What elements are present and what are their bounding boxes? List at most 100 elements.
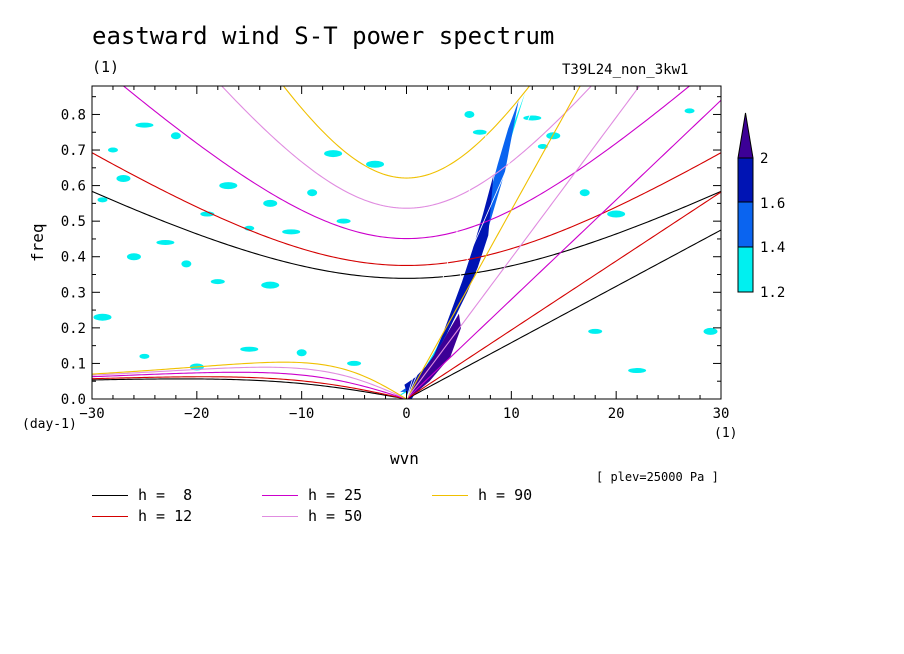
contour-patch bbox=[97, 197, 108, 203]
contour-patch bbox=[307, 189, 318, 197]
x-tick-label: 0 bbox=[402, 406, 410, 422]
contour-patch bbox=[336, 218, 351, 224]
contour-patch bbox=[472, 129, 487, 135]
contour-patch bbox=[210, 279, 225, 285]
y-tick-label: 0.2 bbox=[61, 321, 86, 337]
rossby-curve bbox=[92, 371, 407, 399]
contour-patch bbox=[347, 360, 362, 366]
contour-patch bbox=[181, 260, 192, 268]
legend-label-h90: h = 90 bbox=[478, 486, 533, 504]
contour-patch bbox=[116, 174, 131, 182]
contour-patch bbox=[135, 122, 154, 128]
x-tick-label: −10 bbox=[289, 406, 314, 422]
kelvin-curve bbox=[406, 229, 721, 399]
legend-label-h50: h = 50 bbox=[308, 507, 363, 525]
rossby-curve bbox=[92, 361, 407, 399]
legend-swatch-h90 bbox=[432, 495, 468, 496]
contour-patch bbox=[139, 353, 150, 359]
contour-patch bbox=[107, 147, 118, 153]
y-tick-label: 0.1 bbox=[61, 356, 86, 372]
contour-patch bbox=[93, 313, 112, 321]
contour-patch bbox=[628, 368, 647, 374]
y-tick-label: 0.5 bbox=[61, 214, 86, 230]
y-tick-label: 0.0 bbox=[61, 392, 86, 408]
x-axis-unit: (1) bbox=[714, 426, 738, 441]
colorbar-label: 1.4 bbox=[760, 240, 785, 256]
contour-patch bbox=[588, 328, 603, 334]
dispersion-curves bbox=[92, 86, 721, 399]
contour-patch bbox=[170, 132, 181, 140]
y-tick-label: 0.8 bbox=[61, 107, 86, 123]
contour-patch bbox=[261, 281, 280, 289]
contour-patch bbox=[126, 253, 141, 261]
contour-patch bbox=[703, 327, 718, 335]
y-tick-label: 0.6 bbox=[61, 179, 86, 195]
colorbar-box bbox=[737, 246, 754, 293]
kelvin-curve bbox=[406, 99, 721, 399]
gravity-curve bbox=[92, 152, 721, 267]
kelvin-curve bbox=[406, 86, 641, 399]
kelvin-curve bbox=[406, 86, 581, 399]
kelvin-curve bbox=[406, 191, 721, 399]
colorbar-box bbox=[737, 201, 754, 248]
gravity-curve bbox=[282, 86, 531, 179]
colorbar-label: 2 bbox=[760, 151, 768, 167]
power-contours bbox=[93, 93, 718, 399]
pressure-level-label: [ plev=25000 Pa ] bbox=[596, 470, 719, 484]
rossby-curve bbox=[92, 378, 407, 399]
contour-patch bbox=[546, 132, 561, 140]
legend-label-h12: h = 12 bbox=[138, 507, 193, 525]
colorbar-triangle bbox=[737, 112, 754, 159]
y-tick-label: 0.3 bbox=[61, 285, 86, 301]
gravity-curve bbox=[92, 190, 721, 279]
contour-patch bbox=[240, 346, 259, 352]
x-tick-label: 10 bbox=[503, 406, 520, 422]
y-axis-ticks: 0.0 0.1 0.2 0.3 0.4 0.5 0.6 0.7 0.8 bbox=[61, 96, 721, 408]
gravity-curve bbox=[221, 86, 592, 209]
contour-band-level-2 bbox=[406, 313, 462, 399]
contour-patch bbox=[537, 143, 548, 149]
x-axis-label: wvn bbox=[390, 449, 419, 468]
contour-patch bbox=[324, 150, 343, 158]
x-tick-label: 20 bbox=[608, 406, 625, 422]
contour-patch bbox=[200, 211, 215, 217]
rossby-curve bbox=[92, 366, 407, 399]
x-axis-ticks: −30 −20 −10 0 10 20 30 bbox=[79, 86, 729, 422]
colorbar-box bbox=[737, 157, 754, 203]
legend-label-h25: h = 25 bbox=[308, 486, 363, 504]
rossby-curve bbox=[92, 376, 407, 399]
contour-patch bbox=[684, 108, 695, 114]
run-label: T39L24_non_3kw1 bbox=[562, 62, 689, 78]
colorbar-label: 1.6 bbox=[760, 196, 785, 212]
contour-patch bbox=[282, 229, 301, 235]
legend-swatch-h8 bbox=[92, 495, 128, 496]
legend-swatch-h50 bbox=[262, 516, 298, 517]
colorbar: 1.2 1.4 1.6 2 bbox=[737, 112, 785, 301]
plot-frame bbox=[91, 85, 722, 400]
contour-patch bbox=[523, 115, 542, 121]
y-tick-label: 0.7 bbox=[61, 143, 86, 159]
contour-patch bbox=[464, 110, 475, 118]
x-tick-label: −30 bbox=[79, 406, 104, 422]
guide-line bbox=[406, 86, 502, 399]
contour-band-level-1-6 bbox=[404, 174, 494, 399]
contour-patch bbox=[607, 210, 626, 218]
contour-patch bbox=[156, 240, 175, 245]
chart-title: eastward wind S-T power spectrum bbox=[92, 22, 555, 50]
legend-label-h8: h = 8 bbox=[138, 486, 193, 504]
gravity-curve bbox=[122, 86, 691, 240]
contour-patch bbox=[366, 160, 385, 168]
contour-patch bbox=[296, 349, 307, 357]
legend-swatch-h25 bbox=[262, 495, 298, 496]
contour-patch bbox=[579, 189, 590, 197]
colorbar-label: 1.2 bbox=[760, 285, 785, 301]
legend-swatch-h12 bbox=[92, 516, 128, 517]
y-tick-label: 0.4 bbox=[61, 250, 86, 266]
contour-patch bbox=[219, 182, 238, 190]
y-axis-unit: (day-1) bbox=[22, 417, 77, 432]
guide-line bbox=[406, 86, 544, 399]
x-tick-label: 30 bbox=[713, 406, 730, 422]
x-tick-label: −20 bbox=[184, 406, 209, 422]
contour-patch bbox=[263, 199, 278, 207]
